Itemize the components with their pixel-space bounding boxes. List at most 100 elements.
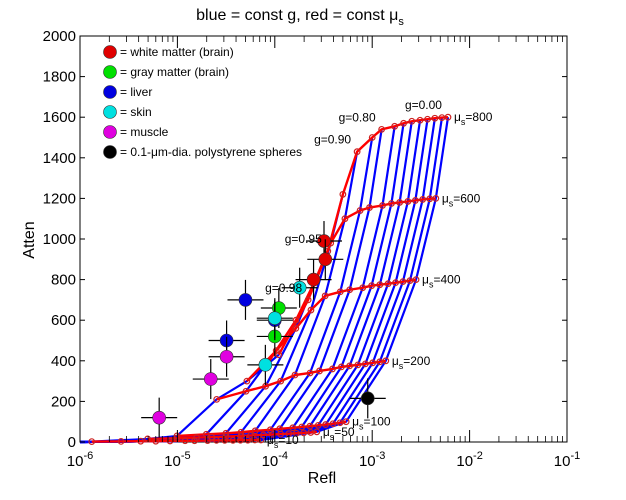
legend-marker <box>103 145 117 159</box>
grid-point <box>431 114 439 122</box>
tissue-marker <box>238 293 253 307</box>
x-tick-label: 10-2 <box>456 450 482 470</box>
grid-point <box>404 198 412 205</box>
grid-point <box>275 351 283 359</box>
grid-point <box>306 422 314 430</box>
y-tick-label: 1400 <box>43 150 76 167</box>
chart-title: blue = const g, red = const μs <box>196 7 404 28</box>
grid-point <box>292 316 300 324</box>
legend-label: = liver <box>120 85 152 99</box>
grid-point <box>292 429 300 437</box>
y-tick-label: 600 <box>51 312 76 329</box>
grid-point <box>247 432 254 439</box>
grid-point <box>329 420 337 428</box>
grid-point <box>359 284 367 292</box>
grid-point <box>242 387 250 395</box>
y-tick-label: 800 <box>51 272 76 289</box>
grid-point <box>237 428 245 436</box>
chart-title-main: blue = const g, red = const μ <box>196 7 398 24</box>
grid-point <box>368 282 376 290</box>
grid-point <box>321 292 329 300</box>
grid-point <box>438 114 446 122</box>
grid-point <box>306 369 314 377</box>
grid-point <box>181 437 189 445</box>
grid-point <box>193 434 201 441</box>
legend-label: = gray matter (brain) <box>120 65 229 79</box>
grid-point <box>378 125 386 133</box>
chart-title-sub: s <box>398 16 404 28</box>
tissue-layer <box>141 221 386 438</box>
grid-point <box>291 371 299 379</box>
tissue-marker <box>292 280 307 295</box>
tissue-marker <box>360 391 375 406</box>
grid-point <box>213 436 220 444</box>
grid-point <box>329 365 336 373</box>
grid-point <box>408 117 416 125</box>
grid-point <box>406 277 414 285</box>
grid-point <box>300 429 308 437</box>
grid-point <box>346 286 354 294</box>
tissue-marker <box>267 311 282 325</box>
grid-point <box>144 435 152 443</box>
grid-point <box>368 134 376 141</box>
grid-point <box>307 429 315 436</box>
y-tick-label: 200 <box>51 393 76 410</box>
grid-point <box>277 377 285 385</box>
mus-label: μs=600 <box>442 191 481 208</box>
grid-point <box>379 202 386 209</box>
y-tick-label: 1800 <box>43 69 76 86</box>
grid-point <box>342 418 350 426</box>
grid-point <box>117 437 125 445</box>
grid-point <box>366 204 373 211</box>
legend-label: = white matter (brain) <box>120 45 234 59</box>
legend-label: = muscle <box>120 125 169 139</box>
y-axis-title: Atten <box>21 221 38 258</box>
grid-point <box>346 362 354 370</box>
grid-point <box>412 276 420 284</box>
y-tick-label: 1200 <box>43 190 76 207</box>
grid-point <box>266 426 274 434</box>
legend-marker <box>103 85 117 99</box>
g-label: g=0.95 <box>285 232 322 246</box>
grid-point <box>276 425 284 433</box>
grid-point <box>399 278 407 286</box>
x-tick-label: 10-3 <box>359 450 385 470</box>
series-layer <box>79 113 452 445</box>
grid-point <box>222 433 230 440</box>
legend: = white matter (brain) = gray matter (bra… <box>103 45 302 159</box>
grid-point <box>213 395 221 403</box>
grid-point <box>88 438 96 445</box>
grid-point <box>298 423 306 431</box>
grid-point <box>222 429 230 437</box>
tissue-marker <box>318 252 333 267</box>
legend-marker <box>103 65 117 79</box>
grid-point <box>419 196 427 203</box>
x-tick-label: 10-1 <box>554 450 580 470</box>
tissue-marker <box>306 272 321 287</box>
y-tick-label: 1600 <box>43 109 76 126</box>
x-tick-label: 10-4 <box>262 450 288 470</box>
grid-point <box>314 421 322 429</box>
mus-label: μs=800 <box>454 110 493 127</box>
y-tick-label: 400 <box>51 353 76 370</box>
g-label: g=0.98 <box>265 281 302 295</box>
x-tick-label: 10-5 <box>164 450 190 470</box>
grid-point <box>369 359 377 367</box>
mus-label: μs=50 <box>323 425 355 442</box>
legend-label: = 0.1-μm-dia. polystyrene spheres <box>120 145 302 159</box>
grid-point <box>392 279 400 287</box>
grid-point <box>376 358 384 366</box>
grid-point <box>361 360 369 368</box>
grid-point <box>289 424 297 432</box>
grid-point <box>416 116 424 124</box>
grid-point <box>221 436 229 444</box>
tissue-marker <box>219 349 234 364</box>
grid-point <box>208 433 216 441</box>
grid-point <box>137 437 145 445</box>
grid-point <box>400 119 407 127</box>
grid-point <box>384 280 392 288</box>
grid-point <box>396 199 404 206</box>
tissue-marker <box>203 372 218 386</box>
grid-point <box>411 197 419 204</box>
